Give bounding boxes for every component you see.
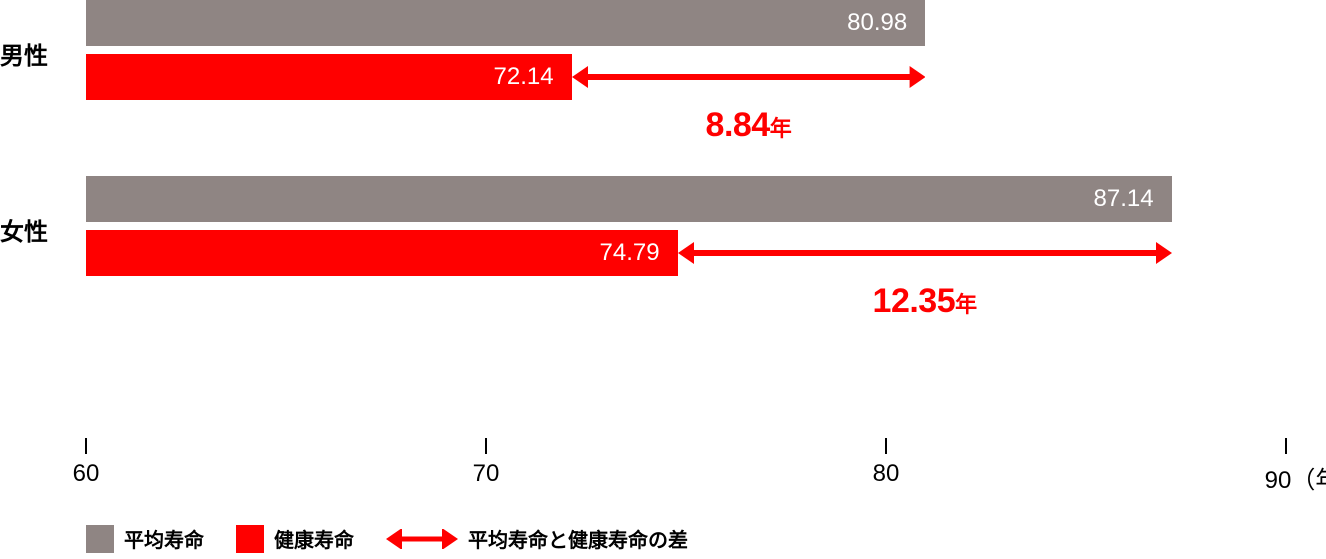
legend-item-health: 健康寿命	[236, 524, 354, 553]
delta-unit: 年	[770, 116, 792, 141]
legend-swatch	[236, 525, 264, 553]
axis-unit: （年）	[1291, 467, 1326, 494]
legend: 平均寿命 健康寿命 平均寿命と健康寿命の差	[86, 524, 706, 553]
legend-label: 平均寿命	[124, 524, 204, 553]
delta-value: 12.35	[873, 282, 956, 320]
x-tick	[485, 438, 487, 454]
legend-label: 平均寿命と健康寿命の差	[468, 524, 688, 553]
x-tick-label: 80	[873, 460, 900, 488]
delta-arrow-male	[572, 62, 926, 92]
bar-value: 72.14	[494, 63, 554, 91]
x-tick-label: 70	[473, 460, 500, 488]
plot-area: 80.9872.14 8.84年87.1474.79 12.35年	[86, 0, 1286, 470]
delta-label-male: 8.84年	[706, 106, 792, 145]
bar-health-male: 72.14	[86, 54, 572, 100]
x-tick	[85, 438, 87, 454]
x-tick	[885, 438, 887, 454]
tick-number: 90	[1265, 467, 1292, 494]
delta-value: 8.84	[706, 106, 770, 144]
category-label-female: 女性	[0, 212, 86, 247]
bar-life-male: 80.98	[86, 0, 925, 46]
x-tick-label: 90（年）	[1265, 460, 1326, 495]
x-tick	[1285, 438, 1287, 454]
bar-value: 80.98	[847, 9, 907, 37]
legend-item-delta: 平均寿命と健康寿命の差	[386, 524, 688, 553]
life-expectancy-chart: 80.9872.14 8.84年87.1474.79 12.35年 平均寿命健康…	[0, 0, 1326, 559]
x-tick-label: 60	[73, 460, 100, 488]
bar-value: 74.79	[600, 239, 660, 267]
delta-label-female: 12.35年	[873, 282, 977, 321]
delta-unit: 年	[955, 292, 977, 317]
legend-swatch	[86, 525, 114, 553]
legend-delta-arrow-icon	[386, 529, 458, 549]
bar-life-female: 87.14	[86, 176, 1172, 222]
delta-arrow-female	[678, 238, 1172, 268]
category-label-male: 男性	[0, 36, 86, 71]
bar-health-female: 74.79	[86, 230, 678, 276]
legend-label: 健康寿命	[274, 524, 354, 553]
legend-item-life: 平均寿命	[86, 524, 204, 553]
bar-value: 87.14	[1094, 185, 1154, 213]
